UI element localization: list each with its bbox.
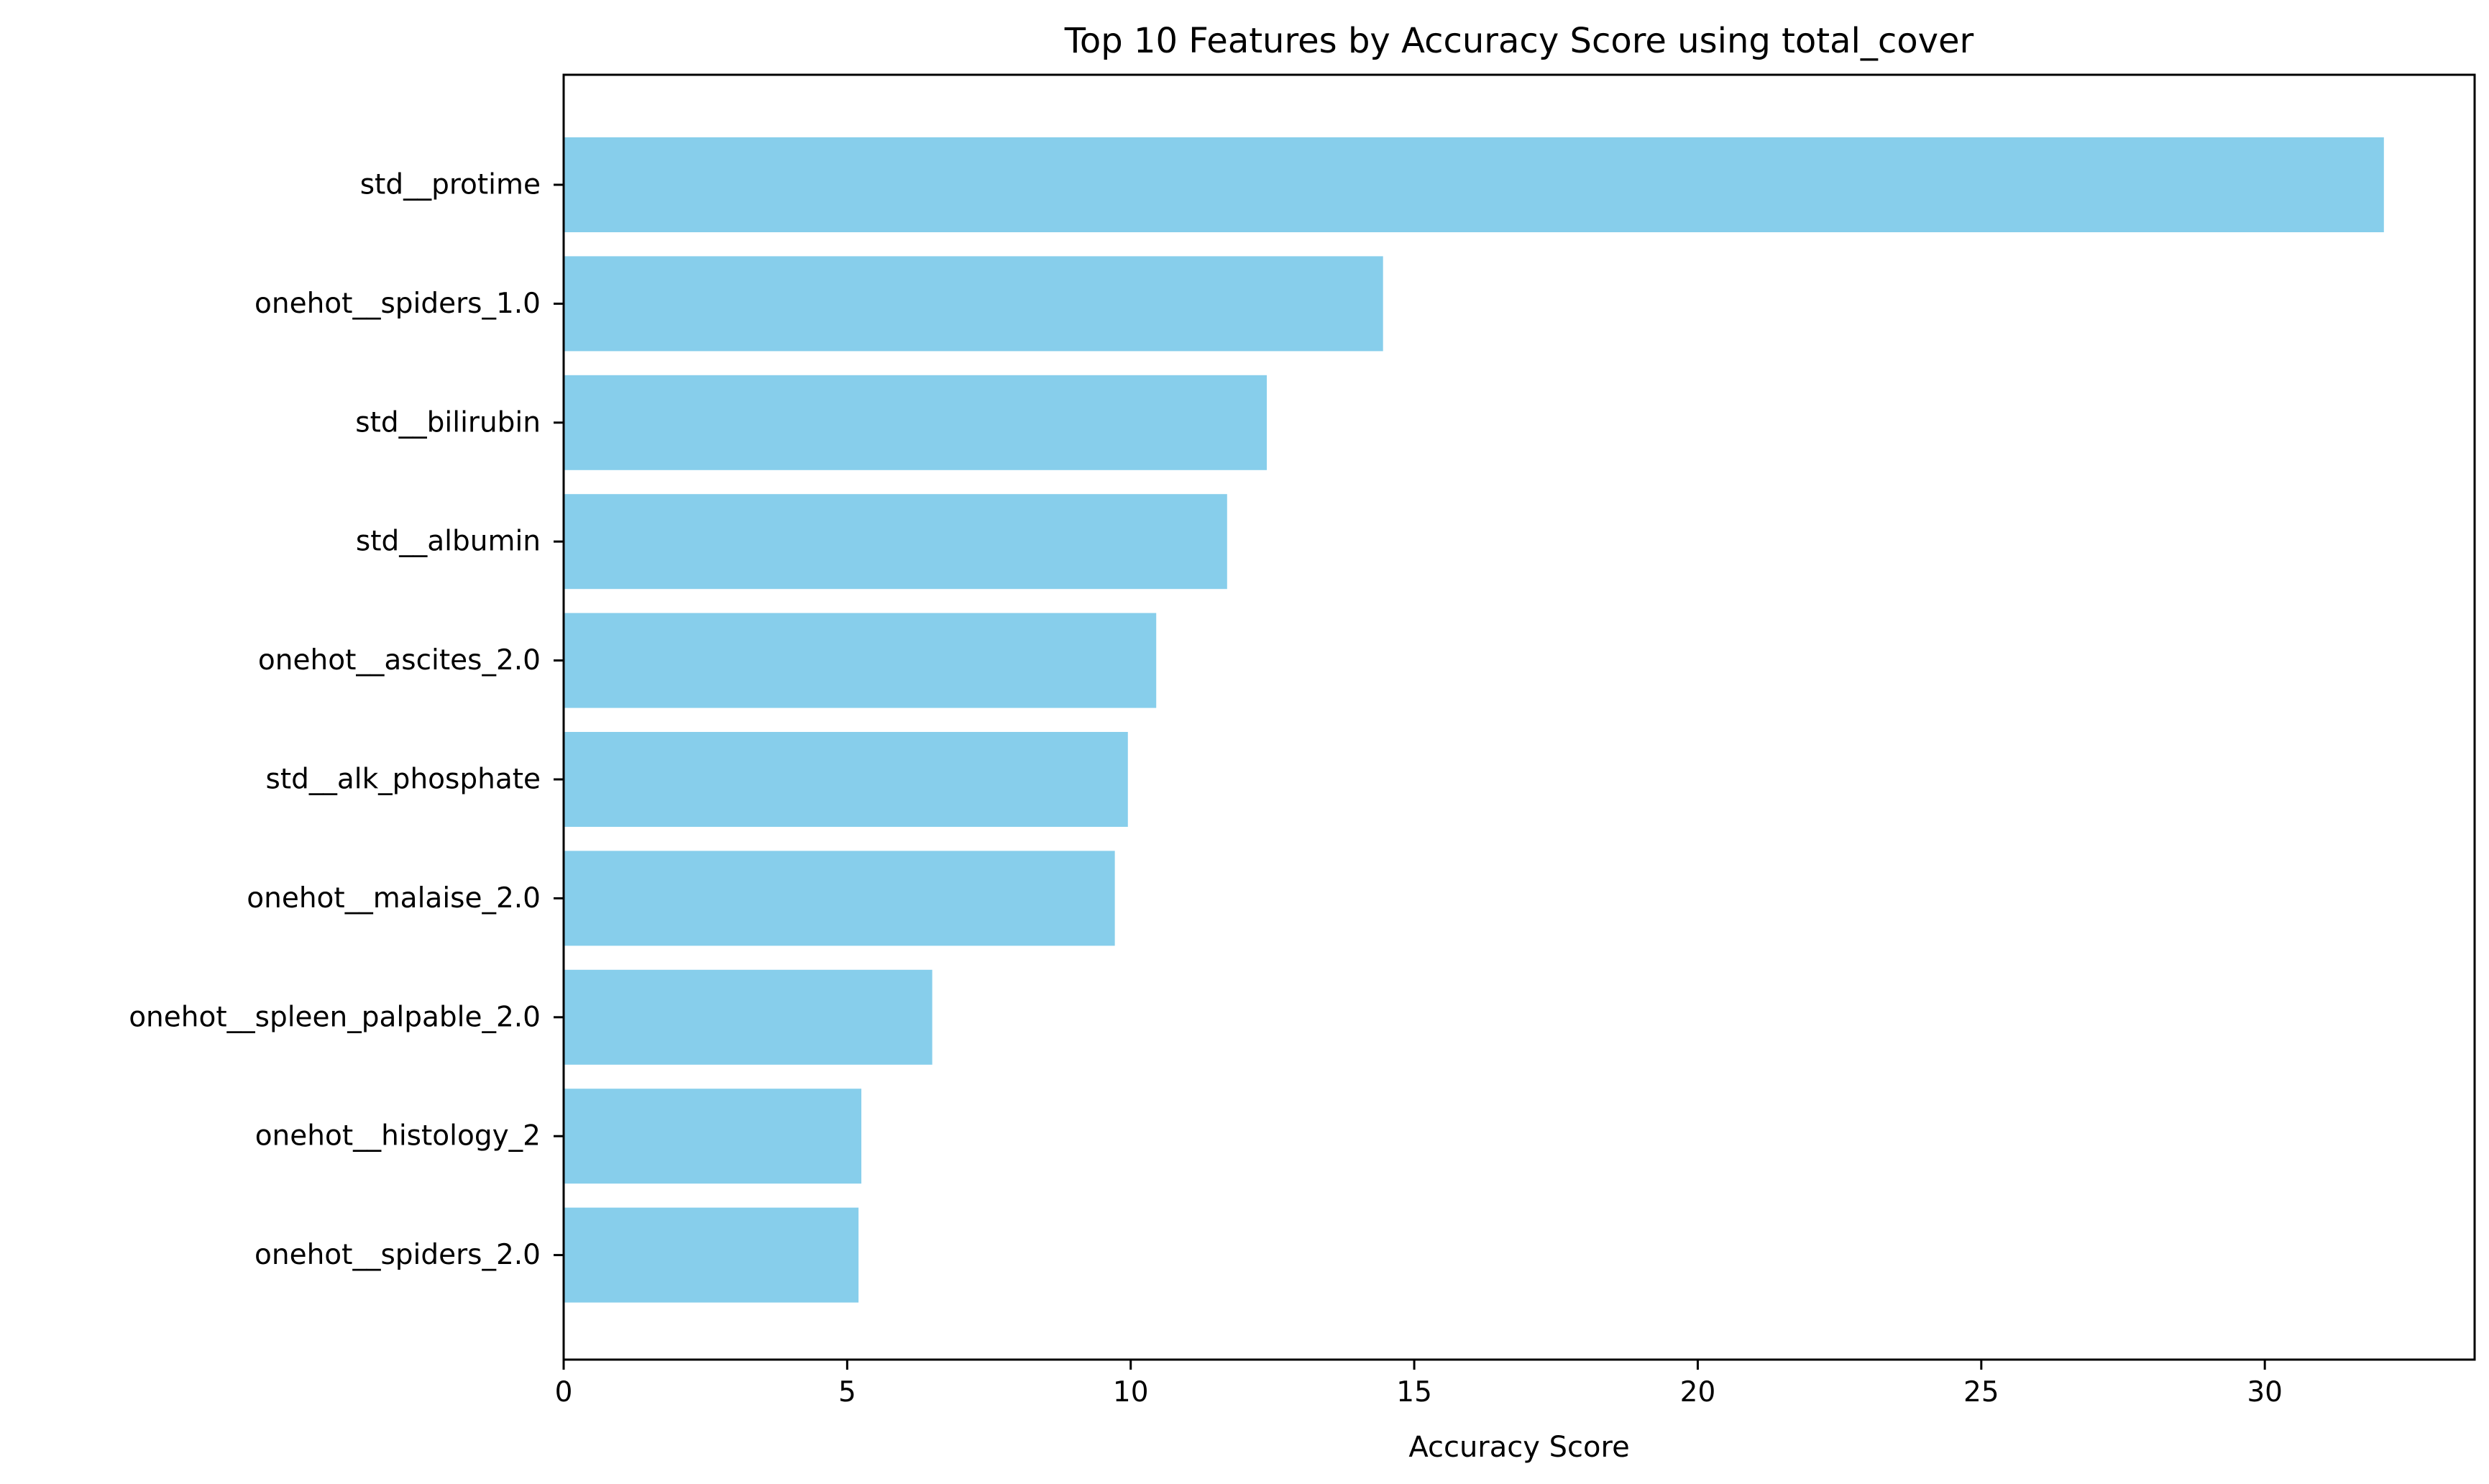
bar-std__bilirubin bbox=[564, 375, 1268, 470]
y-tick-label: std__albumin bbox=[356, 526, 541, 558]
bar-onehot__malaise_2.0 bbox=[564, 851, 1115, 946]
y-tick-label: std__bilirubin bbox=[355, 406, 541, 439]
bar-std__albumin bbox=[564, 494, 1227, 590]
bar-onehot__spiders_1.0 bbox=[564, 256, 1383, 352]
x-axis-label: Accuracy Score bbox=[1408, 1431, 1629, 1464]
bar-std__protime bbox=[564, 137, 2384, 232]
y-tick-label: onehot__histology_2 bbox=[255, 1120, 541, 1153]
y-tick-label: onehot__malaise_2.0 bbox=[247, 882, 541, 915]
y-tick-label: onehot__ascites_2.0 bbox=[258, 644, 541, 677]
y-tick-label: onehot__spiders_2.0 bbox=[255, 1239, 541, 1271]
x-tick-label: 30 bbox=[2247, 1376, 2283, 1409]
bar-onehot__histology_2 bbox=[564, 1089, 862, 1184]
y-tick-label: std__alk_phosphate bbox=[266, 764, 541, 796]
y-tick-label: onehot__spleen_palpable_2.0 bbox=[129, 1001, 541, 1033]
y-axis-ticks: std__protime onehot__spiders_1.0 std__bili… bbox=[129, 169, 564, 1271]
x-tick-label: 25 bbox=[1963, 1376, 1999, 1409]
bar-onehot__spleen_palpable_2.0 bbox=[564, 969, 932, 1065]
y-tick-label: std__protime bbox=[360, 169, 541, 201]
plot-frame bbox=[562, 73, 2476, 1361]
bar-onehot__spiders_2.0 bbox=[564, 1207, 859, 1303]
x-tick-label: 15 bbox=[1396, 1376, 1432, 1409]
chart-title: Top 10 Features by Accuracy Score using … bbox=[1064, 21, 1974, 61]
bar-onehot__ascites_2.0 bbox=[564, 613, 1157, 708]
x-tick-label: 10 bbox=[1113, 1376, 1149, 1409]
y-tick-label: onehot__spiders_1.0 bbox=[255, 288, 541, 320]
x-tick-label: 20 bbox=[1680, 1376, 1716, 1409]
bars-group bbox=[564, 137, 2384, 1303]
x-tick-label: 0 bbox=[555, 1376, 573, 1409]
x-tick-label: 5 bbox=[838, 1376, 856, 1409]
bar-std__alk_phosphate bbox=[564, 732, 1128, 827]
x-axis-ticks: 0 5 10 15 20 25 30 bbox=[555, 1360, 2283, 1409]
